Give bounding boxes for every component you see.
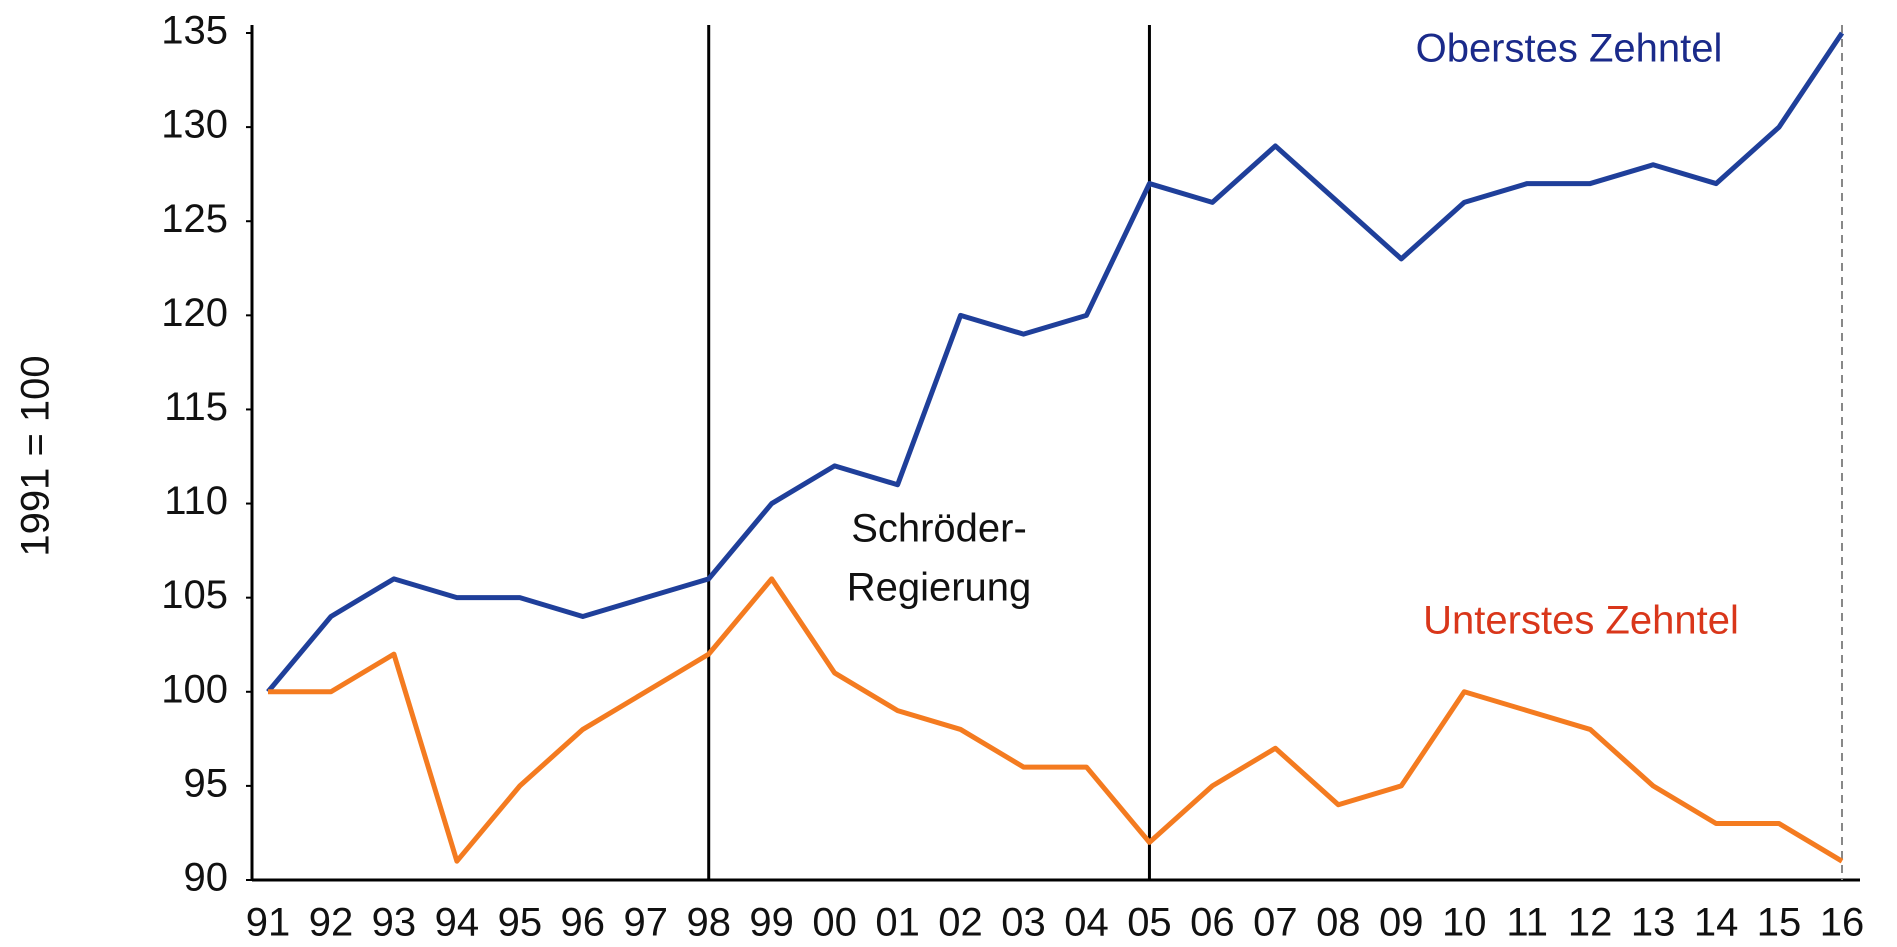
y-tick-label: 100	[161, 667, 228, 711]
x-tick-label: 01	[875, 901, 920, 945]
x-tick-label: 12	[1568, 901, 1613, 945]
y-tick-label: 120	[161, 291, 228, 335]
x-tick-label: 07	[1253, 901, 1298, 945]
x-tick-label: 95	[498, 901, 543, 945]
y-tick-label: 90	[184, 856, 229, 900]
x-tick-label: 11	[1506, 901, 1548, 945]
series-label: Unterstes Zehntel	[1423, 599, 1739, 643]
x-tick-label: 93	[372, 901, 417, 945]
x-tick-label: 92	[309, 901, 354, 945]
y-tick-label: 110	[164, 479, 228, 523]
y-tick-label: 105	[161, 573, 228, 617]
x-tick-label: 14	[1694, 901, 1739, 945]
y-tick-label: 135	[161, 9, 228, 53]
y-tick-label: 125	[161, 197, 228, 241]
annotation: Regierung	[847, 566, 1032, 610]
annotation: Schröder-	[851, 507, 1027, 551]
x-tick-label: 94	[435, 901, 480, 945]
series-line	[268, 576, 1844, 864]
y-axis-label: 1991 = 100	[14, 355, 58, 556]
x-tick-label: 99	[749, 901, 794, 945]
x-tick-label: 91	[246, 901, 291, 945]
x-tick-label: 04	[1064, 901, 1109, 945]
x-tick-label: 97	[624, 901, 669, 945]
y-tick-label: 130	[161, 103, 228, 147]
x-tick-label: 05	[1127, 901, 1172, 945]
x-tick-label: 10	[1442, 901, 1487, 945]
series-label: Oberstes Zehntel	[1416, 27, 1723, 71]
x-tick-label: 02	[938, 901, 983, 945]
x-tick-label: 13	[1631, 901, 1676, 945]
x-tick-label: 03	[1001, 901, 1046, 945]
x-tick-label: 00	[812, 901, 857, 945]
x-tick-label: 98	[686, 901, 731, 945]
y-tick-label: 115	[164, 385, 228, 429]
series-line	[266, 31, 1845, 694]
x-tick-label: 96	[561, 901, 606, 945]
x-tick-label: 09	[1379, 901, 1424, 945]
y-tick-label: 95	[184, 761, 229, 805]
x-tick-label: 15	[1757, 901, 1802, 945]
x-tick-label: 08	[1316, 901, 1361, 945]
x-tick-label: 06	[1190, 901, 1235, 945]
x-tick-label: 16	[1820, 901, 1865, 945]
